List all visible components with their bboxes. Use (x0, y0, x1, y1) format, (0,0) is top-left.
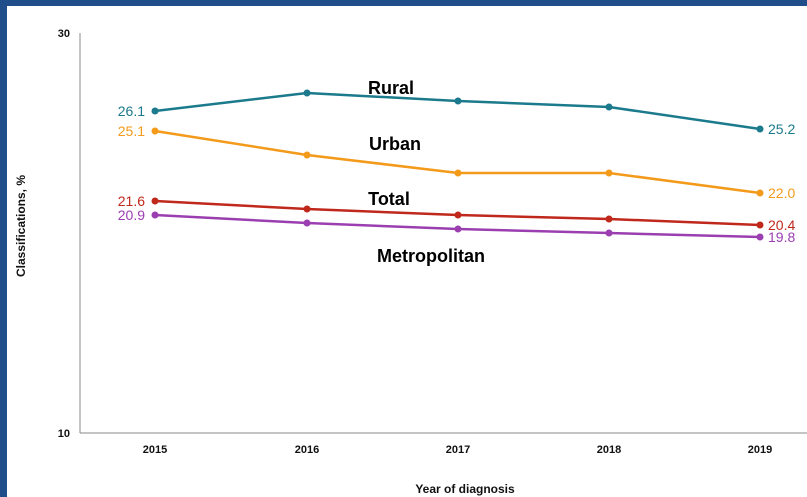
axes: 30 10 Classifications, % Year of diagnos… (14, 28, 807, 496)
x-tick-label: 2015 (143, 444, 167, 456)
data-point-total (756, 221, 764, 229)
data-point-total (605, 215, 613, 223)
data-point-metropolitan (454, 225, 462, 233)
data-point-rural (756, 125, 764, 133)
data-point-rural (454, 97, 462, 105)
y-tick-label-max: 30 (58, 28, 70, 40)
data-label-last-total: 20.4 (768, 217, 795, 233)
data-label-last-urban: 22.0 (768, 185, 795, 201)
frame-border-top (0, 0, 807, 6)
data-point-metropolitan (756, 233, 764, 241)
series-metropolitan: 20.9 19.8 Metropolitan (118, 207, 796, 266)
data-label-first-metropolitan: 20.9 (118, 207, 145, 223)
data-point-rural (151, 107, 159, 115)
data-point-total (454, 211, 462, 219)
series-rural: 26.1 25.2 Rural (118, 78, 796, 137)
y-tick-label-min: 10 (58, 428, 70, 440)
data-point-total (303, 205, 311, 213)
data-point-urban (151, 127, 159, 135)
data-point-rural (303, 89, 311, 97)
data-label-last-metropolitan: 19.8 (768, 229, 795, 245)
series-group: 26.125.2Rural25.122.0Urban21.620.4Total2… (118, 78, 796, 266)
data-point-metropolitan (605, 229, 613, 237)
series-line-urban (154, 129, 761, 195)
data-point-metropolitan (303, 219, 311, 227)
series-total: 21.6 20.4 Total (118, 189, 796, 233)
data-label-first-rural: 26.1 (118, 103, 145, 119)
x-tick-label: 2019 (748, 444, 772, 456)
data-point-urban (303, 151, 311, 159)
data-label-last-rural: 25.2 (768, 121, 795, 137)
frame-border-left (0, 0, 7, 497)
series-name-label-metropolitan: Metropolitan (377, 246, 485, 266)
data-point-urban (756, 189, 764, 197)
series-name-label-total: Total (368, 189, 410, 209)
data-point-rural (605, 103, 613, 111)
data-point-metropolitan (151, 211, 159, 219)
data-point-urban (454, 169, 462, 177)
series-urban: 25.1 22.0 Urban (118, 123, 796, 201)
x-tick-label: 2018 (597, 444, 621, 456)
x-axis-title: Year of diagnosis (415, 482, 515, 496)
series-name-label-rural: Rural (368, 78, 414, 98)
x-tick-label: 2016 (295, 444, 319, 456)
x-tick-label: 2017 (446, 444, 470, 456)
data-point-total (151, 197, 159, 205)
data-label-first-urban: 25.1 (118, 123, 145, 139)
series-name-label-urban: Urban (369, 134, 421, 154)
x-ticks: 2015 2016 2017 2018 2019 (143, 444, 772, 456)
y-axis-title: Classifications, % (14, 175, 28, 277)
data-point-urban (605, 169, 613, 177)
data-label-first-total: 21.6 (118, 193, 145, 209)
